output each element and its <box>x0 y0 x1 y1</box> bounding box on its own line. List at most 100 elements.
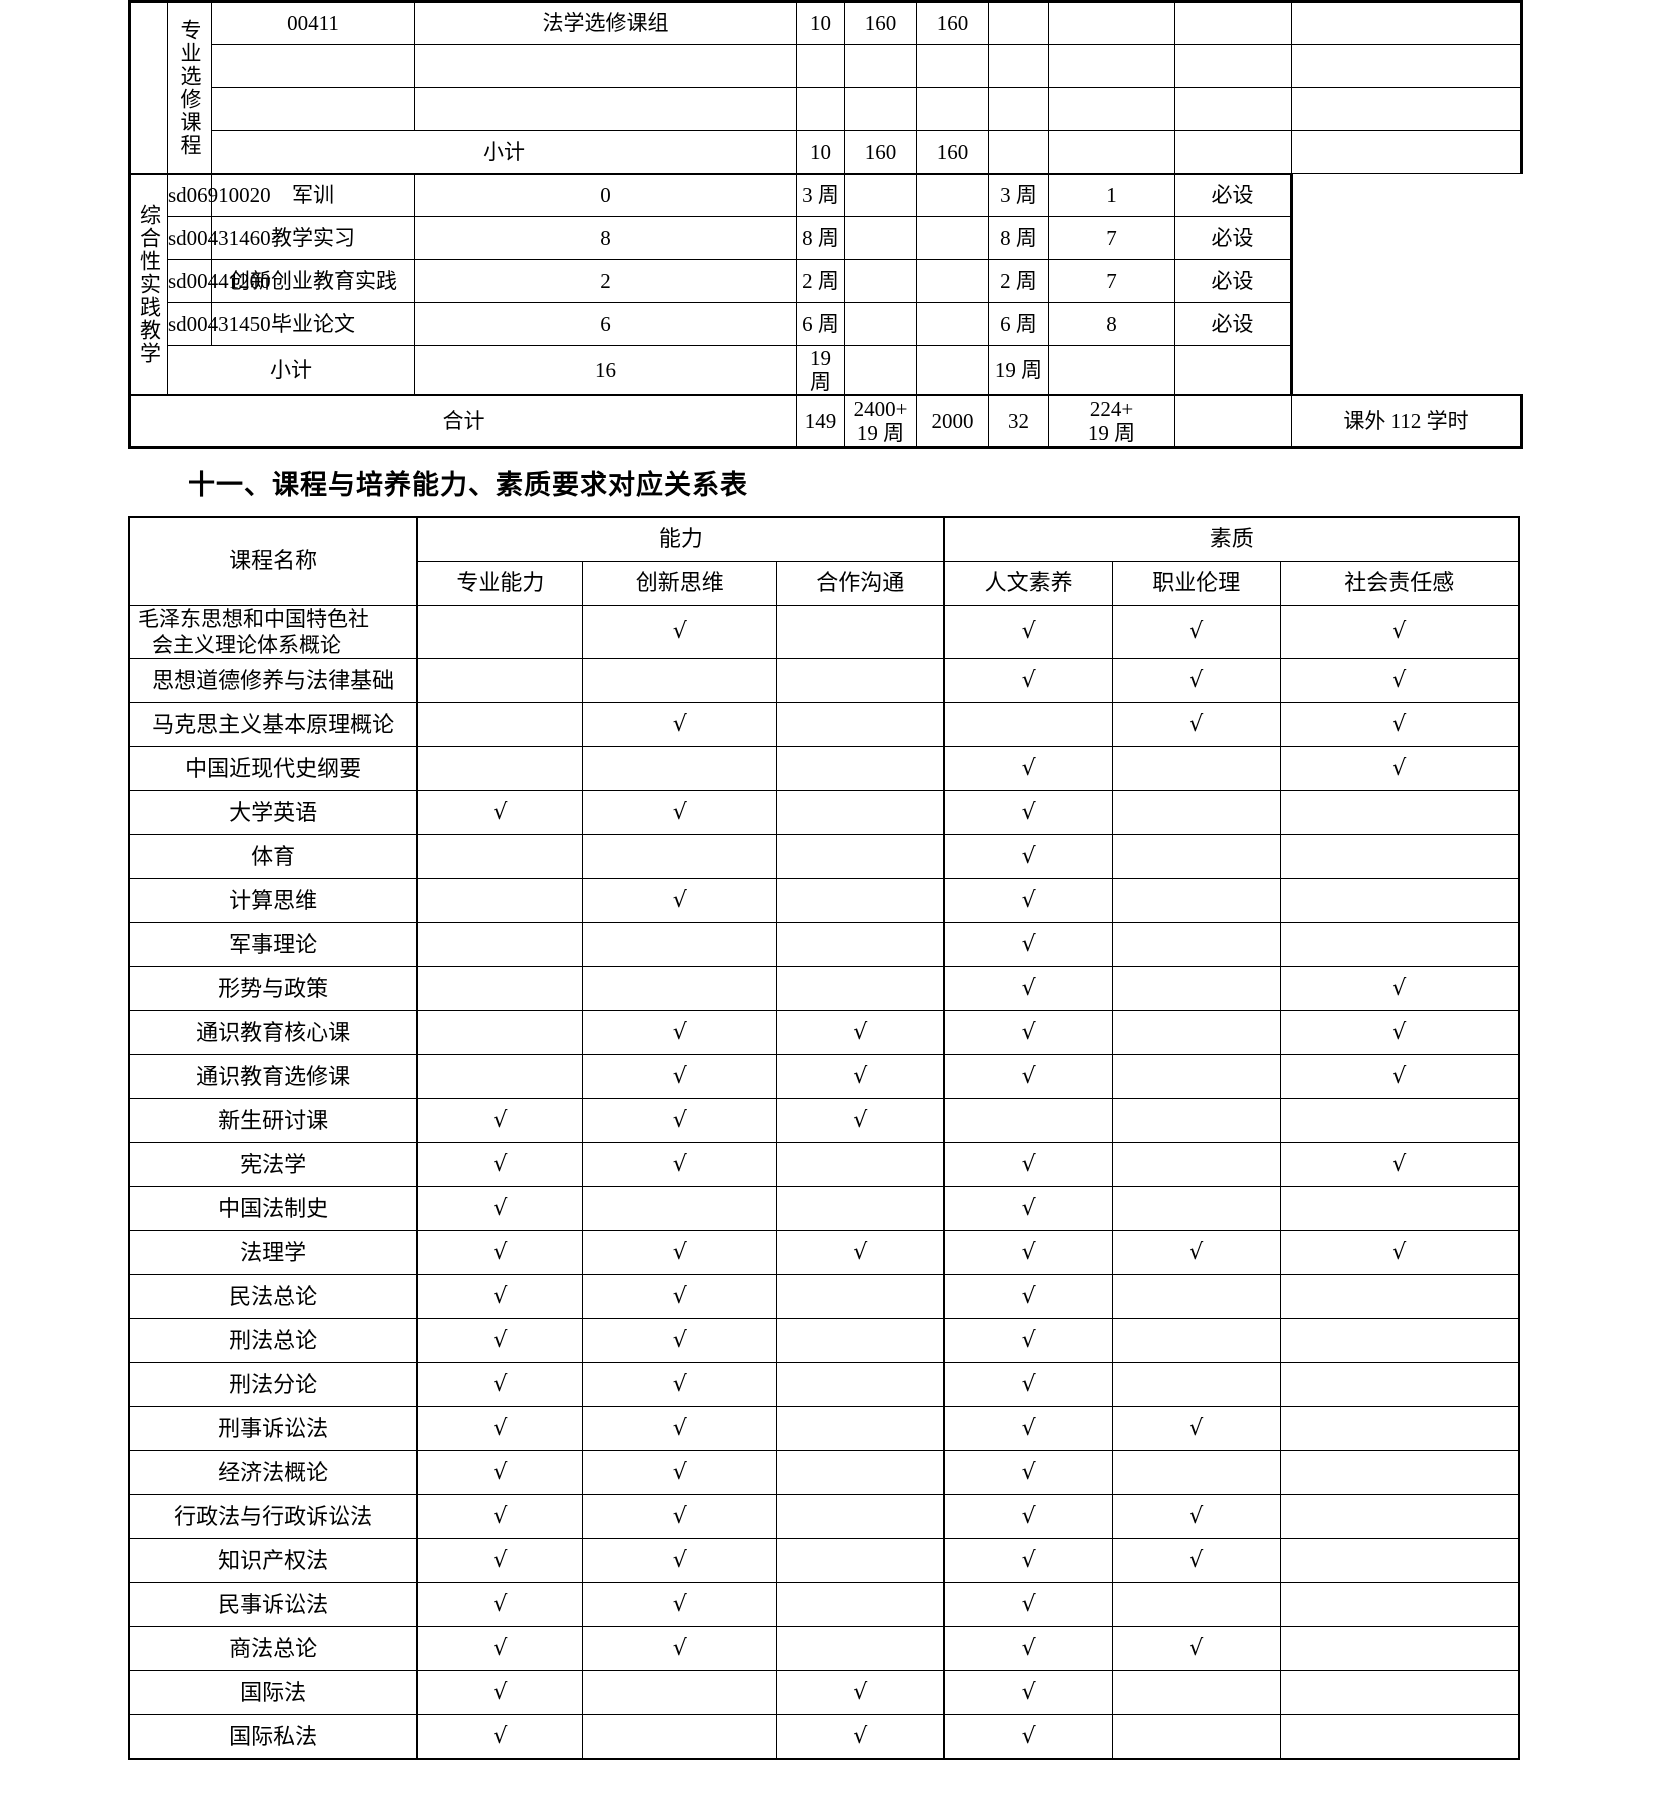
matrix-course-name: 军事理论 <box>127 922 418 968</box>
matrix-course-name: 通识教育选修课 <box>127 1054 418 1100</box>
hours-lecture <box>916 44 989 88</box>
matrix-row: 知识产权法 √ √ √ √ <box>127 1538 1520 1584</box>
matrix-row: 中国法制史 √ √ <box>127 1186 1520 1232</box>
matrix-course-name: 行政法与行政诉讼法 <box>127 1494 418 1540</box>
matrix-cell-social-responsibility <box>1279 922 1520 968</box>
check-icon: √ <box>493 1636 508 1662</box>
check-icon: √ <box>1392 1064 1407 1090</box>
check-icon: √ <box>1392 756 1407 782</box>
matrix-cell-humanistic-quality: √ <box>943 966 1113 1012</box>
credit: 0 <box>414 172 797 217</box>
check-icon: √ <box>672 1592 687 1618</box>
subtotal-semester <box>1174 130 1292 174</box>
matrix-cell-professional-ethics: √ <box>1111 1626 1281 1672</box>
matrix-cell-social-responsibility: √ <box>1279 1010 1520 1056</box>
matrix-course-name: 刑事诉讼法 <box>127 1406 418 1452</box>
matrix-course-name: 法理学 <box>127 1230 418 1276</box>
check-icon: √ <box>853 1064 868 1090</box>
hours-practice: 6 周 <box>988 302 1049 346</box>
course-name <box>414 87 797 131</box>
matrix-cell-professional-ability <box>416 878 584 924</box>
hours-experiment <box>916 216 989 260</box>
check-icon: √ <box>672 1416 687 1442</box>
check-icon: √ <box>493 1504 508 1530</box>
check-icon: √ <box>1021 1416 1036 1442</box>
hours-total: 2 周 <box>796 259 845 303</box>
hours-practice: 3 周 <box>988 172 1049 217</box>
group-elective-spacer <box>128 0 168 174</box>
matrix-cell-innovative-thinking: √ <box>582 1142 778 1188</box>
col-header-social-responsibility: 社会责任感 <box>1279 560 1520 606</box>
semester: 1 <box>1048 172 1175 217</box>
matrix-cell-innovative-thinking: √ <box>582 1494 778 1540</box>
matrix-course-name: 商法总论 <box>127 1626 418 1672</box>
check-icon: √ <box>1021 1592 1036 1618</box>
check-icon: √ <box>1392 712 1407 738</box>
matrix-course-name: 计算思维 <box>127 878 418 924</box>
matrix-cell-social-responsibility: √ <box>1279 746 1520 792</box>
group-elective-label: 专业选修课程 <box>167 0 212 174</box>
hours-lecture <box>916 87 989 131</box>
matrix-row: 国际私法 √ √ √ <box>127 1714 1520 1761</box>
total-hours-lecture: 2000 <box>916 394 989 449</box>
check-icon: √ <box>1021 1724 1036 1750</box>
matrix-cell-innovative-thinking <box>582 658 778 704</box>
matrix-cell-social-responsibility <box>1279 1186 1520 1232</box>
table-row <box>130 44 1523 88</box>
hours-total <box>844 44 917 88</box>
matrix-cell-humanistic-quality: √ <box>943 1538 1113 1584</box>
matrix-row: 通识教育核心课 √ √ √ √ <box>127 1010 1520 1056</box>
matrix-course-name: 体育 <box>127 834 418 880</box>
matrix-cell-professional-ability: √ <box>416 1142 584 1188</box>
matrix-cell-innovative-thinking: √ <box>582 1450 778 1496</box>
hours-lecture <box>844 259 917 303</box>
matrix-cell-social-responsibility: √ <box>1279 1054 1520 1100</box>
matrix-header: 课程名称 能力 素质 专业能力 创新思维 合作沟通 人文素养 职业伦理 社会责任… <box>127 515 1520 606</box>
matrix-cell-humanistic-quality: √ <box>943 834 1113 880</box>
credit: 6 <box>414 302 797 346</box>
table-row-subtotal: 小计 10 160 160 <box>130 130 1523 174</box>
matrix-course-name: 民事诉讼法 <box>127 1582 418 1628</box>
table-row <box>130 87 1523 131</box>
check-icon: √ <box>672 1372 687 1398</box>
matrix-cell-cooperation-communication <box>776 834 945 880</box>
matrix-cell-cooperation-communication <box>776 878 945 924</box>
matrix-cell-innovative-thinking: √ <box>582 1362 778 1408</box>
matrix-cell-professional-ability: √ <box>416 790 584 836</box>
total-hours-total: 2400+ 19 周 <box>844 394 917 449</box>
check-icon: √ <box>1021 932 1036 958</box>
check-icon: √ <box>493 1284 508 1310</box>
matrix-course-name: 经济法概论 <box>127 1450 418 1496</box>
table-row-total: 合计 149 2400+ 19 周 2000 32 224+ 19 周 课外 1… <box>128 394 1523 449</box>
subtotal-hours-experiment <box>916 345 989 396</box>
check-icon: √ <box>1021 668 1036 694</box>
semester: 8 <box>1048 302 1175 346</box>
check-icon: √ <box>672 1460 687 1486</box>
note <box>1291 0 1523 45</box>
check-icon: √ <box>1021 1284 1036 1310</box>
check-icon: √ <box>1021 756 1036 782</box>
check-icon: √ <box>672 1504 687 1530</box>
matrix-cell-professional-ethics <box>1111 922 1281 968</box>
matrix-cell-social-responsibility: √ <box>1279 966 1520 1012</box>
matrix-cell-cooperation-communication <box>776 1142 945 1188</box>
matrix-cell-innovative-thinking: √ <box>582 1010 778 1056</box>
credit: 8 <box>414 216 797 260</box>
matrix-cell-social-responsibility: √ <box>1279 1142 1520 1188</box>
matrix-cell-innovative-thinking: √ <box>582 702 778 748</box>
matrix-cell-professional-ethics: √ <box>1111 1406 1281 1452</box>
check-icon: √ <box>1189 1548 1204 1574</box>
matrix-course-name: 形势与政策 <box>127 966 418 1012</box>
matrix-cell-humanistic-quality <box>943 702 1113 748</box>
matrix-cell-humanistic-quality: √ <box>943 1450 1113 1496</box>
subtotal-hours-lecture <box>844 345 917 396</box>
matrix-cell-cooperation-communication <box>776 1406 945 1452</box>
matrix-row: 中国近现代史纲要 √ √ <box>127 746 1520 792</box>
subtotal-credit: 10 <box>796 130 845 174</box>
hours-experiment <box>988 87 1049 131</box>
matrix-cell-professional-ethics: √ <box>1111 1230 1281 1276</box>
matrix-cell-cooperation-communication <box>776 746 945 792</box>
matrix-cell-cooperation-communication <box>776 658 945 704</box>
check-icon: √ <box>493 1196 508 1222</box>
check-icon: √ <box>1392 1020 1407 1046</box>
